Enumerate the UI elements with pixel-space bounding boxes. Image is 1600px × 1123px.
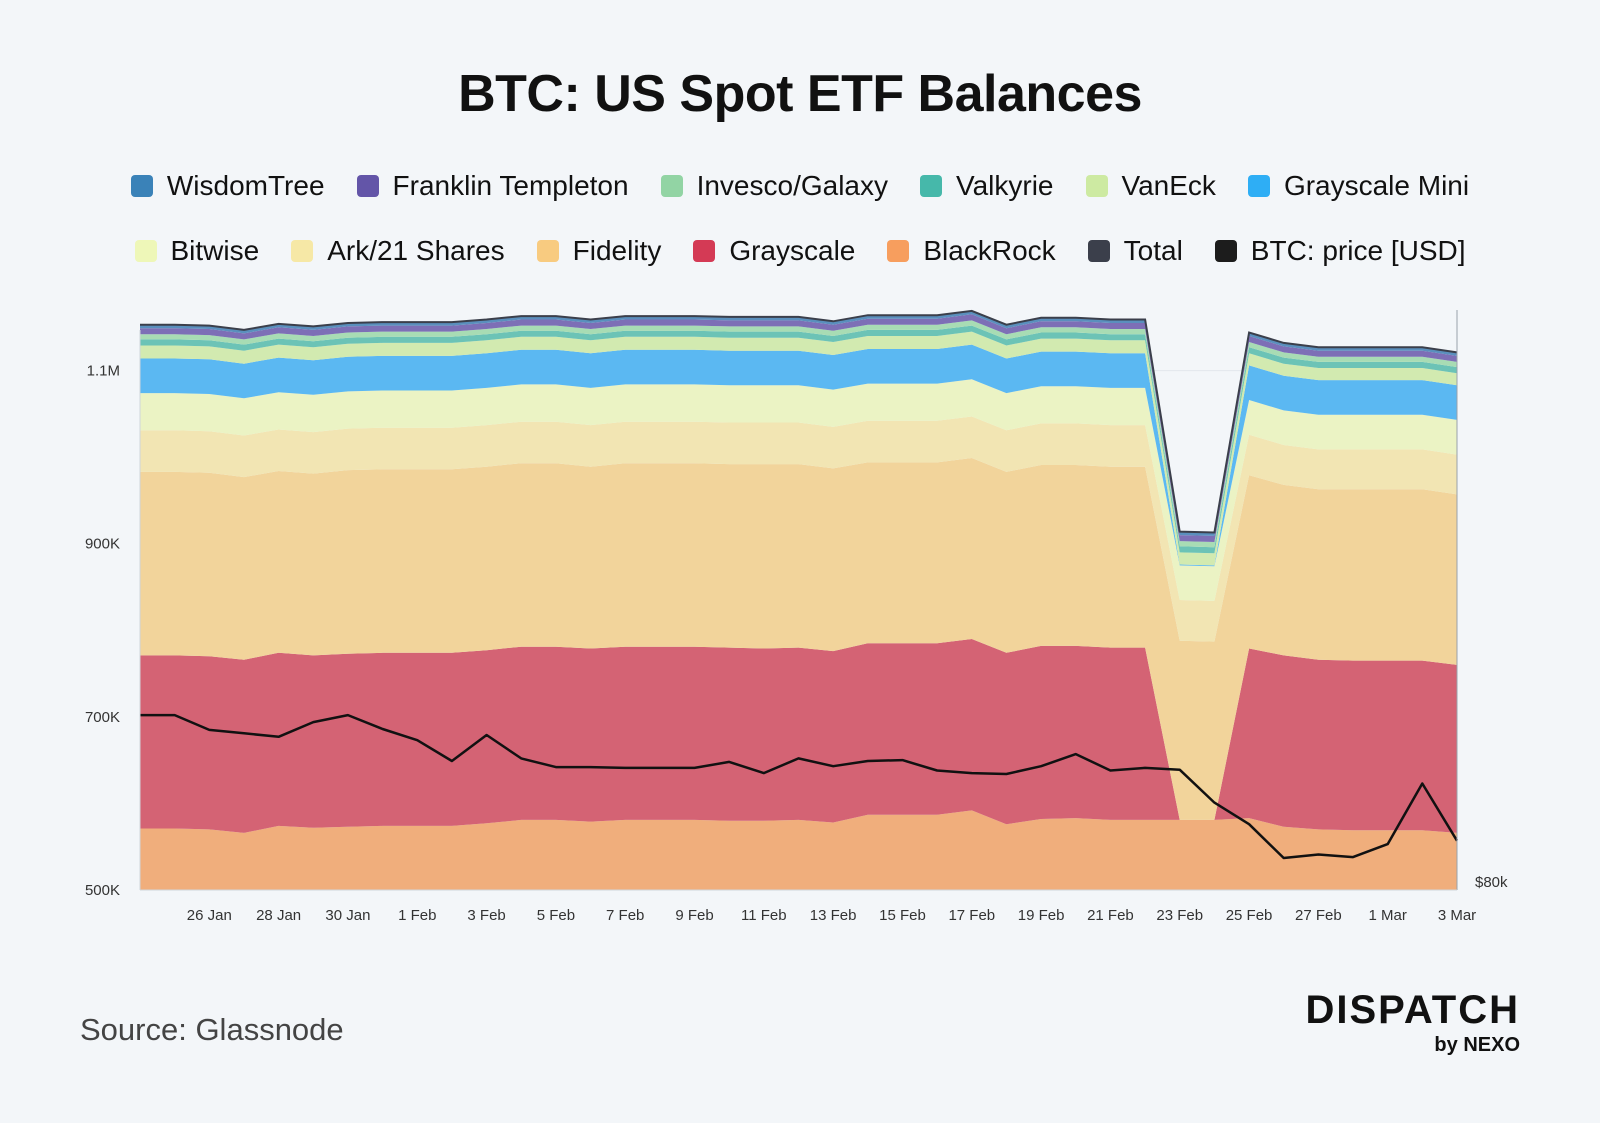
y-tick-label: 1.1M bbox=[87, 363, 120, 380]
logo-subtitle: by NEXO bbox=[1434, 1034, 1520, 1056]
x-tick-label: 1 Feb bbox=[398, 907, 436, 924]
area-fidelity bbox=[140, 458, 1457, 820]
legend-label: Grayscale bbox=[729, 235, 856, 266]
x-tick-label: 13 Feb bbox=[810, 907, 857, 924]
legend-label: WisdomTree bbox=[166, 170, 325, 201]
legend-swatch bbox=[130, 175, 153, 197]
x-tick-label: 28 Jan bbox=[256, 907, 301, 924]
legend-swatch bbox=[291, 240, 314, 262]
x-tick-label: 7 Feb bbox=[606, 907, 644, 924]
legend-swatch bbox=[1247, 175, 1270, 197]
x-tick-label: 19 Feb bbox=[1018, 907, 1065, 924]
legend-item-bitwise[interactable]: Bitwise bbox=[134, 235, 260, 267]
legend-row-2: Bitwise Ark/21 Shares Fidelity Grayscale Bla… bbox=[0, 235, 1600, 267]
legend-item-btc-price-usd[interactable]: BTC: price [USD] bbox=[1214, 235, 1466, 267]
area-grayscale bbox=[140, 639, 1457, 833]
legend-label: Ark/21 Shares bbox=[327, 235, 505, 266]
x-tick-label: 9 Feb bbox=[675, 907, 713, 924]
legend-item-franklin-templeton[interactable]: Franklin Templeton bbox=[356, 170, 629, 202]
legend-label: Invesco/Galaxy bbox=[696, 170, 888, 201]
x-tick-label: 11 Feb bbox=[741, 907, 787, 924]
legend-item-blackrock[interactable]: BlackRock bbox=[887, 235, 1056, 267]
logo-wordmark: DISPATCH bbox=[1305, 988, 1520, 1032]
x-tick-label: 26 Jan bbox=[187, 907, 232, 924]
area-grayscale-mini bbox=[140, 344, 1457, 567]
legend-swatch bbox=[660, 175, 683, 197]
source-note: Source: Glassnode bbox=[80, 1012, 344, 1047]
legend-swatch bbox=[536, 240, 559, 262]
x-tick-label: 15 Feb bbox=[879, 907, 926, 924]
area-ark-21-shares bbox=[140, 416, 1457, 642]
x-tick-label: 17 Feb bbox=[948, 907, 995, 924]
legend-item-total[interactable]: Total bbox=[1087, 235, 1183, 267]
y-tick-label: 700K bbox=[85, 709, 120, 726]
legend-swatch bbox=[134, 240, 157, 262]
legend-swatch bbox=[356, 175, 379, 197]
legend-item-wisdomtree[interactable]: WisdomTree bbox=[130, 170, 325, 202]
x-tick-label: 3 Feb bbox=[467, 907, 505, 924]
area-vaneck bbox=[140, 331, 1457, 566]
x-tick-label: 3 Mar bbox=[1438, 907, 1476, 924]
legend-label: Total bbox=[1123, 235, 1183, 266]
x-tick-label: 5 Feb bbox=[537, 907, 575, 924]
legend-swatch bbox=[887, 240, 910, 262]
legend-item-ark-21-shares[interactable]: Ark/21 Shares bbox=[291, 235, 505, 267]
y-tick-label: 900K bbox=[85, 536, 120, 553]
legend-item-fidelity[interactable]: Fidelity bbox=[536, 235, 662, 267]
total-line bbox=[140, 309, 1458, 534]
legend-item-vaneck[interactable]: VanEck bbox=[1085, 170, 1216, 202]
area-blackrock bbox=[140, 810, 1457, 890]
legend-item-valkyrie[interactable]: Valkyrie bbox=[920, 170, 1054, 202]
legend-item-grayscale-mini[interactable]: Grayscale Mini bbox=[1247, 170, 1470, 202]
legend-swatch bbox=[1087, 240, 1110, 262]
x-tick-label: 23 Feb bbox=[1156, 907, 1203, 924]
legend-label: Franklin Templeton bbox=[392, 170, 629, 201]
legend-item-grayscale[interactable]: Grayscale bbox=[693, 235, 855, 267]
x-tick-label: 1 Mar bbox=[1369, 907, 1407, 924]
y-tick-label: 500K bbox=[85, 882, 120, 899]
legend-label: VanEck bbox=[1121, 170, 1216, 201]
legend-swatch bbox=[920, 175, 942, 197]
area-bitwise bbox=[140, 379, 1457, 601]
legend-label: Valkyrie bbox=[956, 170, 1054, 201]
legend-swatch bbox=[1085, 175, 1108, 197]
legend-item-invesco-galaxy[interactable]: Invesco/Galaxy bbox=[660, 170, 888, 202]
chart-title: BTC: US Spot ETF Balances bbox=[458, 65, 1142, 123]
legend-label: Bitwise bbox=[170, 235, 260, 266]
x-tick-label: 30 Jan bbox=[325, 907, 370, 924]
y2-axis-label: $80k bbox=[1475, 874, 1508, 891]
legend-swatch bbox=[1214, 240, 1237, 262]
x-tick-label: 27 Feb bbox=[1295, 907, 1342, 924]
legend-label: Fidelity bbox=[572, 235, 662, 266]
legend-swatch bbox=[693, 240, 716, 262]
btc-price-line bbox=[140, 713, 1459, 860]
legend-label: BTC: price [USD] bbox=[1250, 235, 1466, 266]
brand-logo: DISPATCH by NEXO bbox=[1255, 990, 1520, 1057]
x-tick-label: 21 Feb bbox=[1087, 907, 1134, 924]
x-tick-label: 25 Feb bbox=[1226, 907, 1273, 924]
legend-row-1: WisdomTree Franklin Templeton Invesco/Gala… bbox=[0, 170, 1600, 202]
legend-label: BlackRock bbox=[923, 235, 1056, 266]
legend-label: Grayscale Mini bbox=[1283, 170, 1470, 201]
